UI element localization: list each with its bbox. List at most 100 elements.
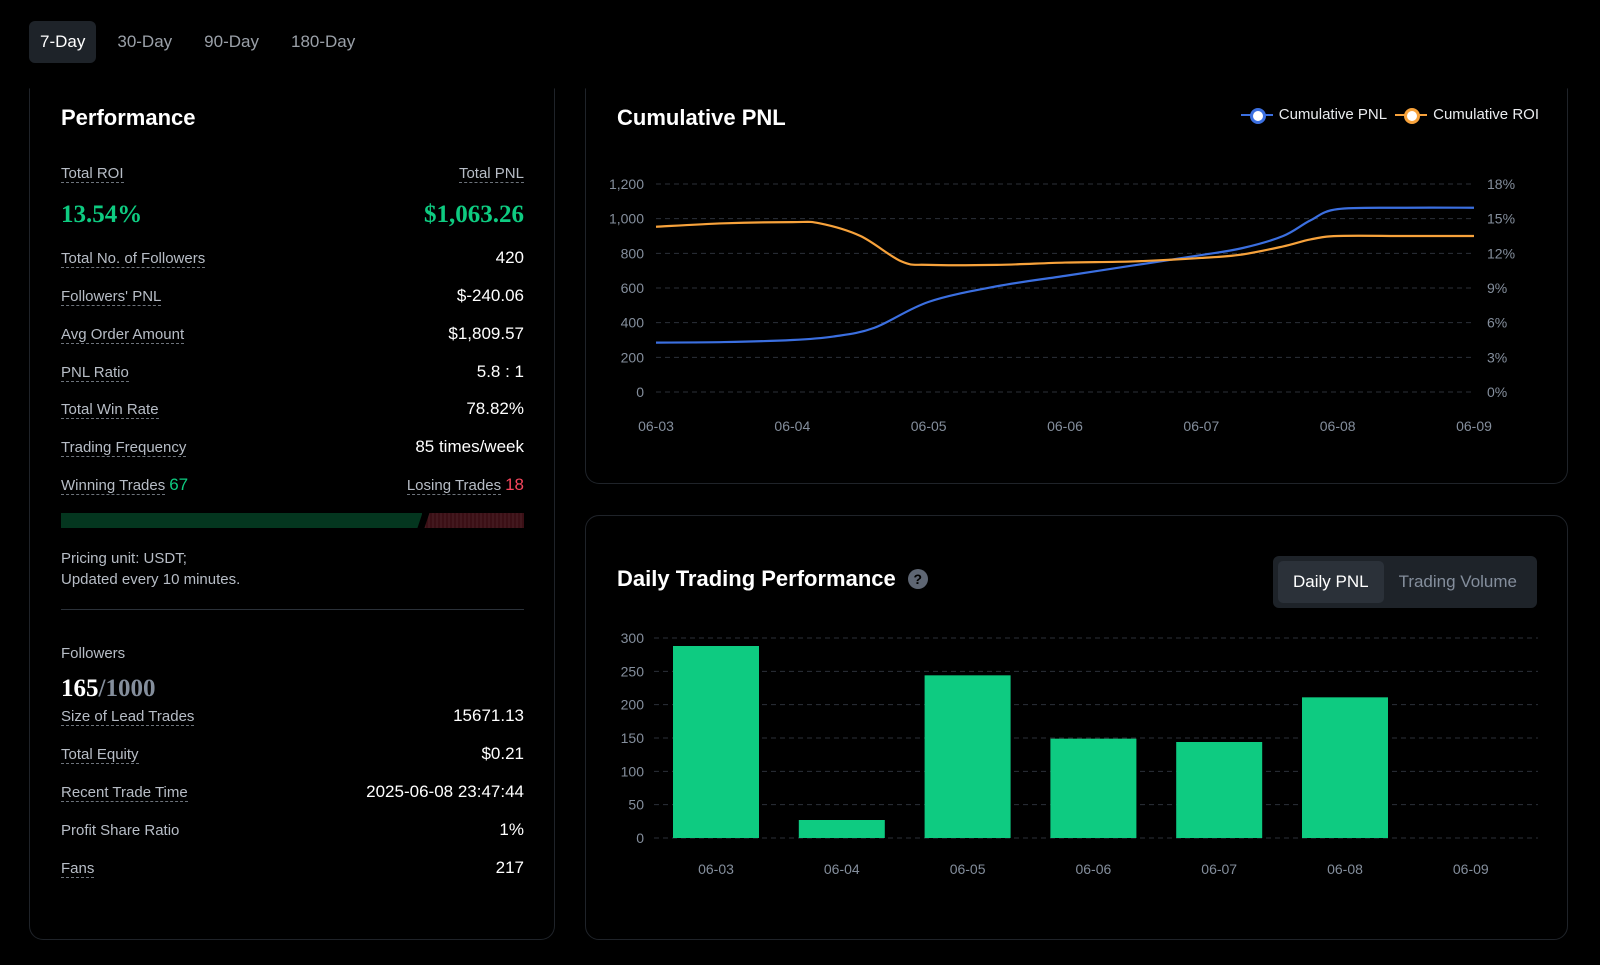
stat-row-equity: Total Equity $0.21 [61, 744, 524, 764]
followers-count: 165/1000 [61, 675, 155, 703]
y2-tick-label: 3% [1487, 349, 1507, 365]
tab-180-day[interactable]: 180-Day [290, 32, 356, 51]
x-tick-label: 06-09 [1456, 418, 1492, 434]
daily-pnl-bar [1176, 742, 1263, 838]
y2-tick-label: 0% [1487, 384, 1507, 400]
followers-label: Followers [61, 645, 126, 662]
y2-tick-label: 6% [1487, 315, 1507, 331]
y2-tick-label: 9% [1487, 280, 1507, 296]
x-tick-label: 06-03 [638, 418, 674, 434]
x-tick-label: 06-07 [1183, 418, 1219, 434]
stat-label: Profit Share Ratio [61, 822, 180, 839]
stat-label[interactable]: Trading Frequency [61, 439, 187, 457]
followers-current: 165 [61, 675, 99, 702]
daily-performance-title: Daily Trading Performance [617, 566, 896, 591]
x-tick-label: 06-08 [1327, 861, 1363, 877]
stat-label[interactable]: Fans [61, 860, 95, 878]
tab-90-day[interactable]: 90-Day [204, 32, 259, 51]
period-tabs: 7-Day 30-Day 90-Day 180-Day [29, 21, 376, 63]
stat-label[interactable]: Followers' PNL [61, 288, 162, 306]
stat-row-profit-share: Profit Share Ratio 1% [61, 820, 524, 840]
stat-value: $0.21 [481, 744, 524, 763]
legend-label: Cumulative ROI [1433, 106, 1539, 123]
lose-bar-segment [424, 513, 524, 528]
x-tick-label: 06-04 [774, 418, 810, 434]
stat-label[interactable]: Size of Lead Trades [61, 708, 195, 726]
winning-trades-count: 67 [169, 475, 189, 494]
y-tick-label: 300 [621, 630, 645, 646]
x-tick-label: 06-03 [698, 861, 734, 877]
pricing-note-line1: Pricing unit: USDT; [61, 550, 187, 567]
stat-value: 1% [499, 820, 524, 839]
x-tick-label: 06-06 [1075, 861, 1111, 877]
total-roi-label[interactable]: Total ROI [61, 165, 124, 183]
win-lose-bar [61, 513, 524, 528]
stat-label[interactable]: Total Win Rate [61, 401, 159, 419]
y-tick-label: 50 [628, 797, 644, 813]
stat-value: 15671.13 [453, 706, 524, 725]
stat-value: $1,809.57 [448, 324, 524, 343]
stat-row-pnl-ratio: PNL Ratio 5.8 : 1 [61, 362, 524, 382]
tab-7-day[interactable]: 7-Day [29, 21, 97, 63]
cumulative-pnl-title: Cumulative PNL [617, 105, 786, 130]
y-tick-label: 800 [621, 245, 645, 261]
daily-performance-header: Daily Trading Performance ? [617, 566, 928, 592]
y-tick-label: 200 [621, 349, 645, 365]
legend-label: Cumulative PNL [1278, 106, 1388, 123]
x-tick-label: 06-06 [1047, 418, 1083, 434]
stat-label[interactable]: Recent Trade Time [61, 784, 188, 802]
daily-pnl-chart: 0 50 100 150 200 250 300 06-03 06-04 06-05 06-06 06… [621, 630, 1538, 877]
y-tick-label: 600 [621, 280, 645, 296]
daily-pnl-bar [1302, 697, 1388, 838]
daily-pnl-bar [924, 675, 1011, 838]
daily-pnl-button[interactable]: Daily PNL [1277, 561, 1384, 603]
daily-pnl-bar [798, 820, 885, 838]
legend-marker-icon [1240, 107, 1273, 124]
winning-trades-label[interactable]: Winning Trades [61, 477, 166, 495]
stat-label[interactable]: Total No. of Followers [61, 250, 206, 268]
cumulative-pnl-chart: 0 0% 200 3% 400 6% 600 9% 800 12% 1,000 15% 1,200 18%… [609, 176, 1515, 434]
legend-item-roi[interactable]: Cumulative ROI [1395, 106, 1539, 124]
stat-row-followers: Total No. of Followers 420 [61, 248, 524, 268]
stat-label[interactable]: Total Equity [61, 746, 139, 764]
performance-card: Performance Total ROI Total PNL 13.54% $… [29, 88, 555, 940]
trading-volume-button[interactable]: Trading Volume [1398, 572, 1517, 591]
losing-trades-label[interactable]: Losing Trades [406, 477, 502, 495]
y-tick-label: 0 [636, 384, 644, 400]
pricing-note: Pricing unit: USDT; Updated every 10 min… [61, 548, 240, 590]
total-pnl-value: $1,063.26 [424, 201, 524, 228]
cumulative-roi-line [655, 220, 1474, 267]
stat-row-recent-trade: Recent Trade Time 2025-06-08 23:47:44 [61, 782, 524, 802]
stat-row-lead-size: Size of Lead Trades 15671.13 [61, 706, 524, 726]
total-pnl-label[interactable]: Total PNL [458, 165, 524, 183]
stat-row-frequency: Trading Frequency 85 times/week [61, 437, 524, 457]
roi-pnl-labels: Total ROI Total PNL [61, 165, 524, 183]
win-lose-row: Winning Trades 67 Losing Trades 18 [61, 475, 524, 495]
total-roi-value: 13.54% [61, 201, 143, 228]
stat-label[interactable]: Avg Order Amount [61, 326, 185, 344]
help-icon[interactable]: ? [907, 569, 928, 589]
legend-item-pnl[interactable]: Cumulative PNL [1240, 106, 1388, 124]
x-tick-label: 06-08 [1320, 418, 1356, 434]
stat-row-avg-order: Avg Order Amount $1,809.57 [61, 324, 524, 344]
x-tick-label: 06-05 [911, 418, 947, 434]
tab-30-day[interactable]: 30-Day [117, 32, 173, 51]
y2-tick-label: 18% [1487, 176, 1515, 192]
y-tick-label: 150 [621, 730, 645, 746]
performance-title: Performance [61, 105, 196, 130]
stat-value: 5.8 : 1 [476, 362, 524, 381]
x-tick-label: 06-04 [824, 861, 860, 877]
y2-tick-label: 12% [1487, 245, 1515, 261]
stat-label[interactable]: PNL Ratio [61, 364, 129, 382]
legend-marker-icon [1395, 107, 1428, 124]
y-tick-label: 1,000 [609, 211, 644, 227]
cumulative-pnl-card: Cumulative PNL Cumulative PNL Cumulative… [585, 88, 1568, 484]
y-tick-label: 100 [621, 763, 645, 779]
stat-value: 78.82% [466, 399, 524, 418]
stat-value: 420 [495, 248, 524, 267]
daily-metric-toggle: Daily PNL Trading Volume [1272, 556, 1537, 608]
pricing-note-line2: Updated every 10 minutes. [61, 571, 241, 588]
x-tick-label: 06-09 [1453, 861, 1489, 877]
daily-pnl-bar [673, 646, 759, 838]
followers-max: /1000 [98, 675, 156, 702]
